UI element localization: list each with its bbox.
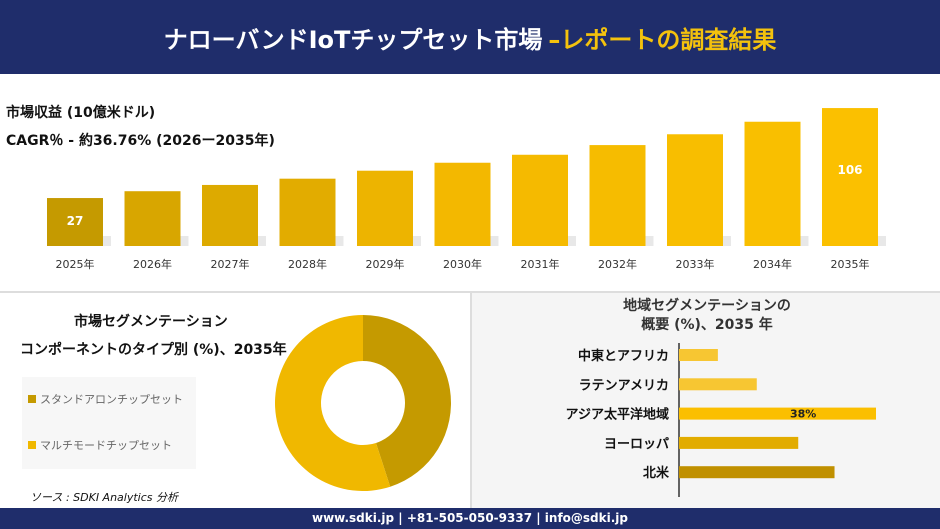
segment-title: 市場セグメンテーション [74,314,228,330]
year-label: 2027年 [211,257,250,271]
region-title: 地域セグメンテーションの 概要 (%)、2035 年 [472,297,940,335]
region-bar [679,436,799,449]
year-label: 2033年 [676,257,715,271]
region-data-label: 38% [790,408,816,421]
legend-item: マルチモードチップセット [28,437,172,453]
revenue-bar [202,184,258,246]
revenue-bar [589,145,646,246]
legend-swatch [28,395,36,403]
divider [0,291,940,293]
legend-label: マルチモードチップセット [40,439,172,452]
year-label: 2025年 [56,257,95,271]
revenue-bar [47,198,103,246]
revenue-chart: 市場収益 (10億米ドル) CAGR％ - 約36.76% (2026ー2035… [0,90,940,285]
footer-contact: www.sdki.jp | +81-505-050-9337 | info@sd… [0,508,940,529]
year-label: 2028年 [288,257,327,271]
revenue-bar [667,134,723,246]
bar-data-label: 106 [837,163,862,177]
region-label: 中東とアフリカ [578,348,669,364]
region-title-line2: 概要 (%)、2035 年 [641,317,773,333]
region-title-line1: 地域セグメンテーションの [623,298,791,314]
region-bar [679,378,757,391]
legend-swatch [28,441,36,449]
bar-data-label: 27 [67,214,84,228]
page-title-accent: –レポートの調査結果 [548,25,777,54]
cagr-text: CAGR％ - 約36.76% (2026ー2035年) [6,133,275,149]
donut-slice [363,315,452,487]
region-segment-panel: 地域セグメンテーションの 概要 (%)、2035 年 中東とアフリカ ラテンアメリ… [470,293,940,508]
region-label: ヨーロッパ [604,437,669,452]
region-label: 北米 [643,465,670,481]
revenue-title: 市場収益 (10億米ドル) [6,105,156,121]
legend-label: スタンドアロンチップセット [40,393,183,406]
page-title: ナローバンドIoTチップセット市場 [163,25,543,54]
year-label: 2031年 [521,257,560,271]
region-bar [679,466,835,479]
revenue-bar [279,178,336,246]
donut-slice [275,315,391,491]
revenue-bar [822,108,878,246]
donut-legend: スタンドアロンチップセット マルチモードチップセット [22,377,196,469]
revenue-bar [744,121,801,246]
year-label: 2029年 [366,257,405,271]
component-segment-panel: 市場セグメンテーション コンポーネントのタイプ別 (%)、2035年 スタンドア… [0,293,470,508]
revenue-bar [357,170,413,246]
revenue-bar [124,191,181,246]
year-label: 2030年 [443,257,482,271]
revenue-bar [512,154,568,246]
year-label: 2026年 [133,257,172,271]
region-bar [679,349,718,361]
legend-item: スタンドアロンチップセット [28,391,183,407]
revenue-bar [434,162,491,246]
year-label: 2035年 [831,257,870,271]
revenue-bars: 2025年 27 2026年 2027年 2028年 2029年 2030年 2031年 203… [47,108,886,271]
year-label: 2034年 [753,257,792,271]
year-label: 2032年 [598,257,637,271]
region-label: ラテンアメリカ [579,378,669,393]
source-note: ソース : SDKI Analytics 分析 [30,491,179,504]
region-bar [679,407,876,420]
region-label: アジア太平洋地域 [566,407,669,423]
header-banner: ナローバンドIoTチップセット市場 –レポートの調査結果 [0,0,940,74]
segment-subtitle: コンポーネントのタイプ別 (%)、2035年 [20,342,287,358]
donut-chart [275,315,452,491]
